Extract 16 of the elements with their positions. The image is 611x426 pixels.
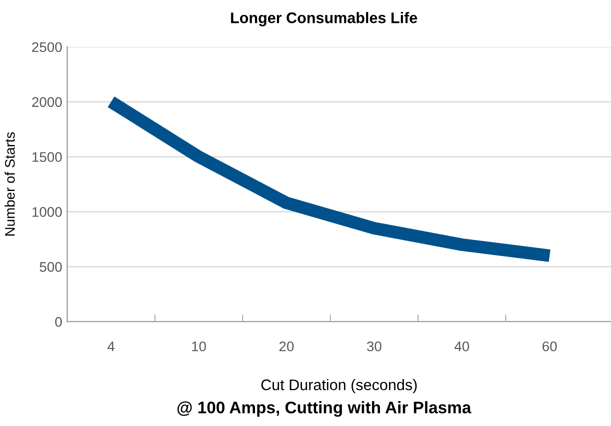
x-tick-label: 10 — [192, 341, 206, 352]
y-tick-label: 500 — [40, 262, 62, 272]
x-tick-label: 4 — [108, 342, 115, 352]
x-tick-label: 20 — [279, 341, 294, 352]
x-tick-label: 40 — [454, 341, 470, 352]
y-tick-label: 2500 — [32, 42, 62, 52]
y-axis-title: Number of Starts — [4, 132, 15, 236]
x-axis-title: Cut Duration (seconds) — [261, 379, 417, 394]
x-tick-label: 60 — [542, 341, 557, 352]
y-tick-label: 1500 — [32, 152, 62, 162]
text: @ 100 Amps, Cutting with Air Plasma — [177, 401, 472, 417]
y-tick-label: 1000 — [32, 207, 62, 217]
y-tick-label: 2000 — [32, 97, 62, 107]
y-tick-label: 0 — [55, 316, 62, 327]
x-tick-label: 30 — [366, 341, 382, 352]
chart-title: Longer Consumables Life — [231, 12, 418, 26]
